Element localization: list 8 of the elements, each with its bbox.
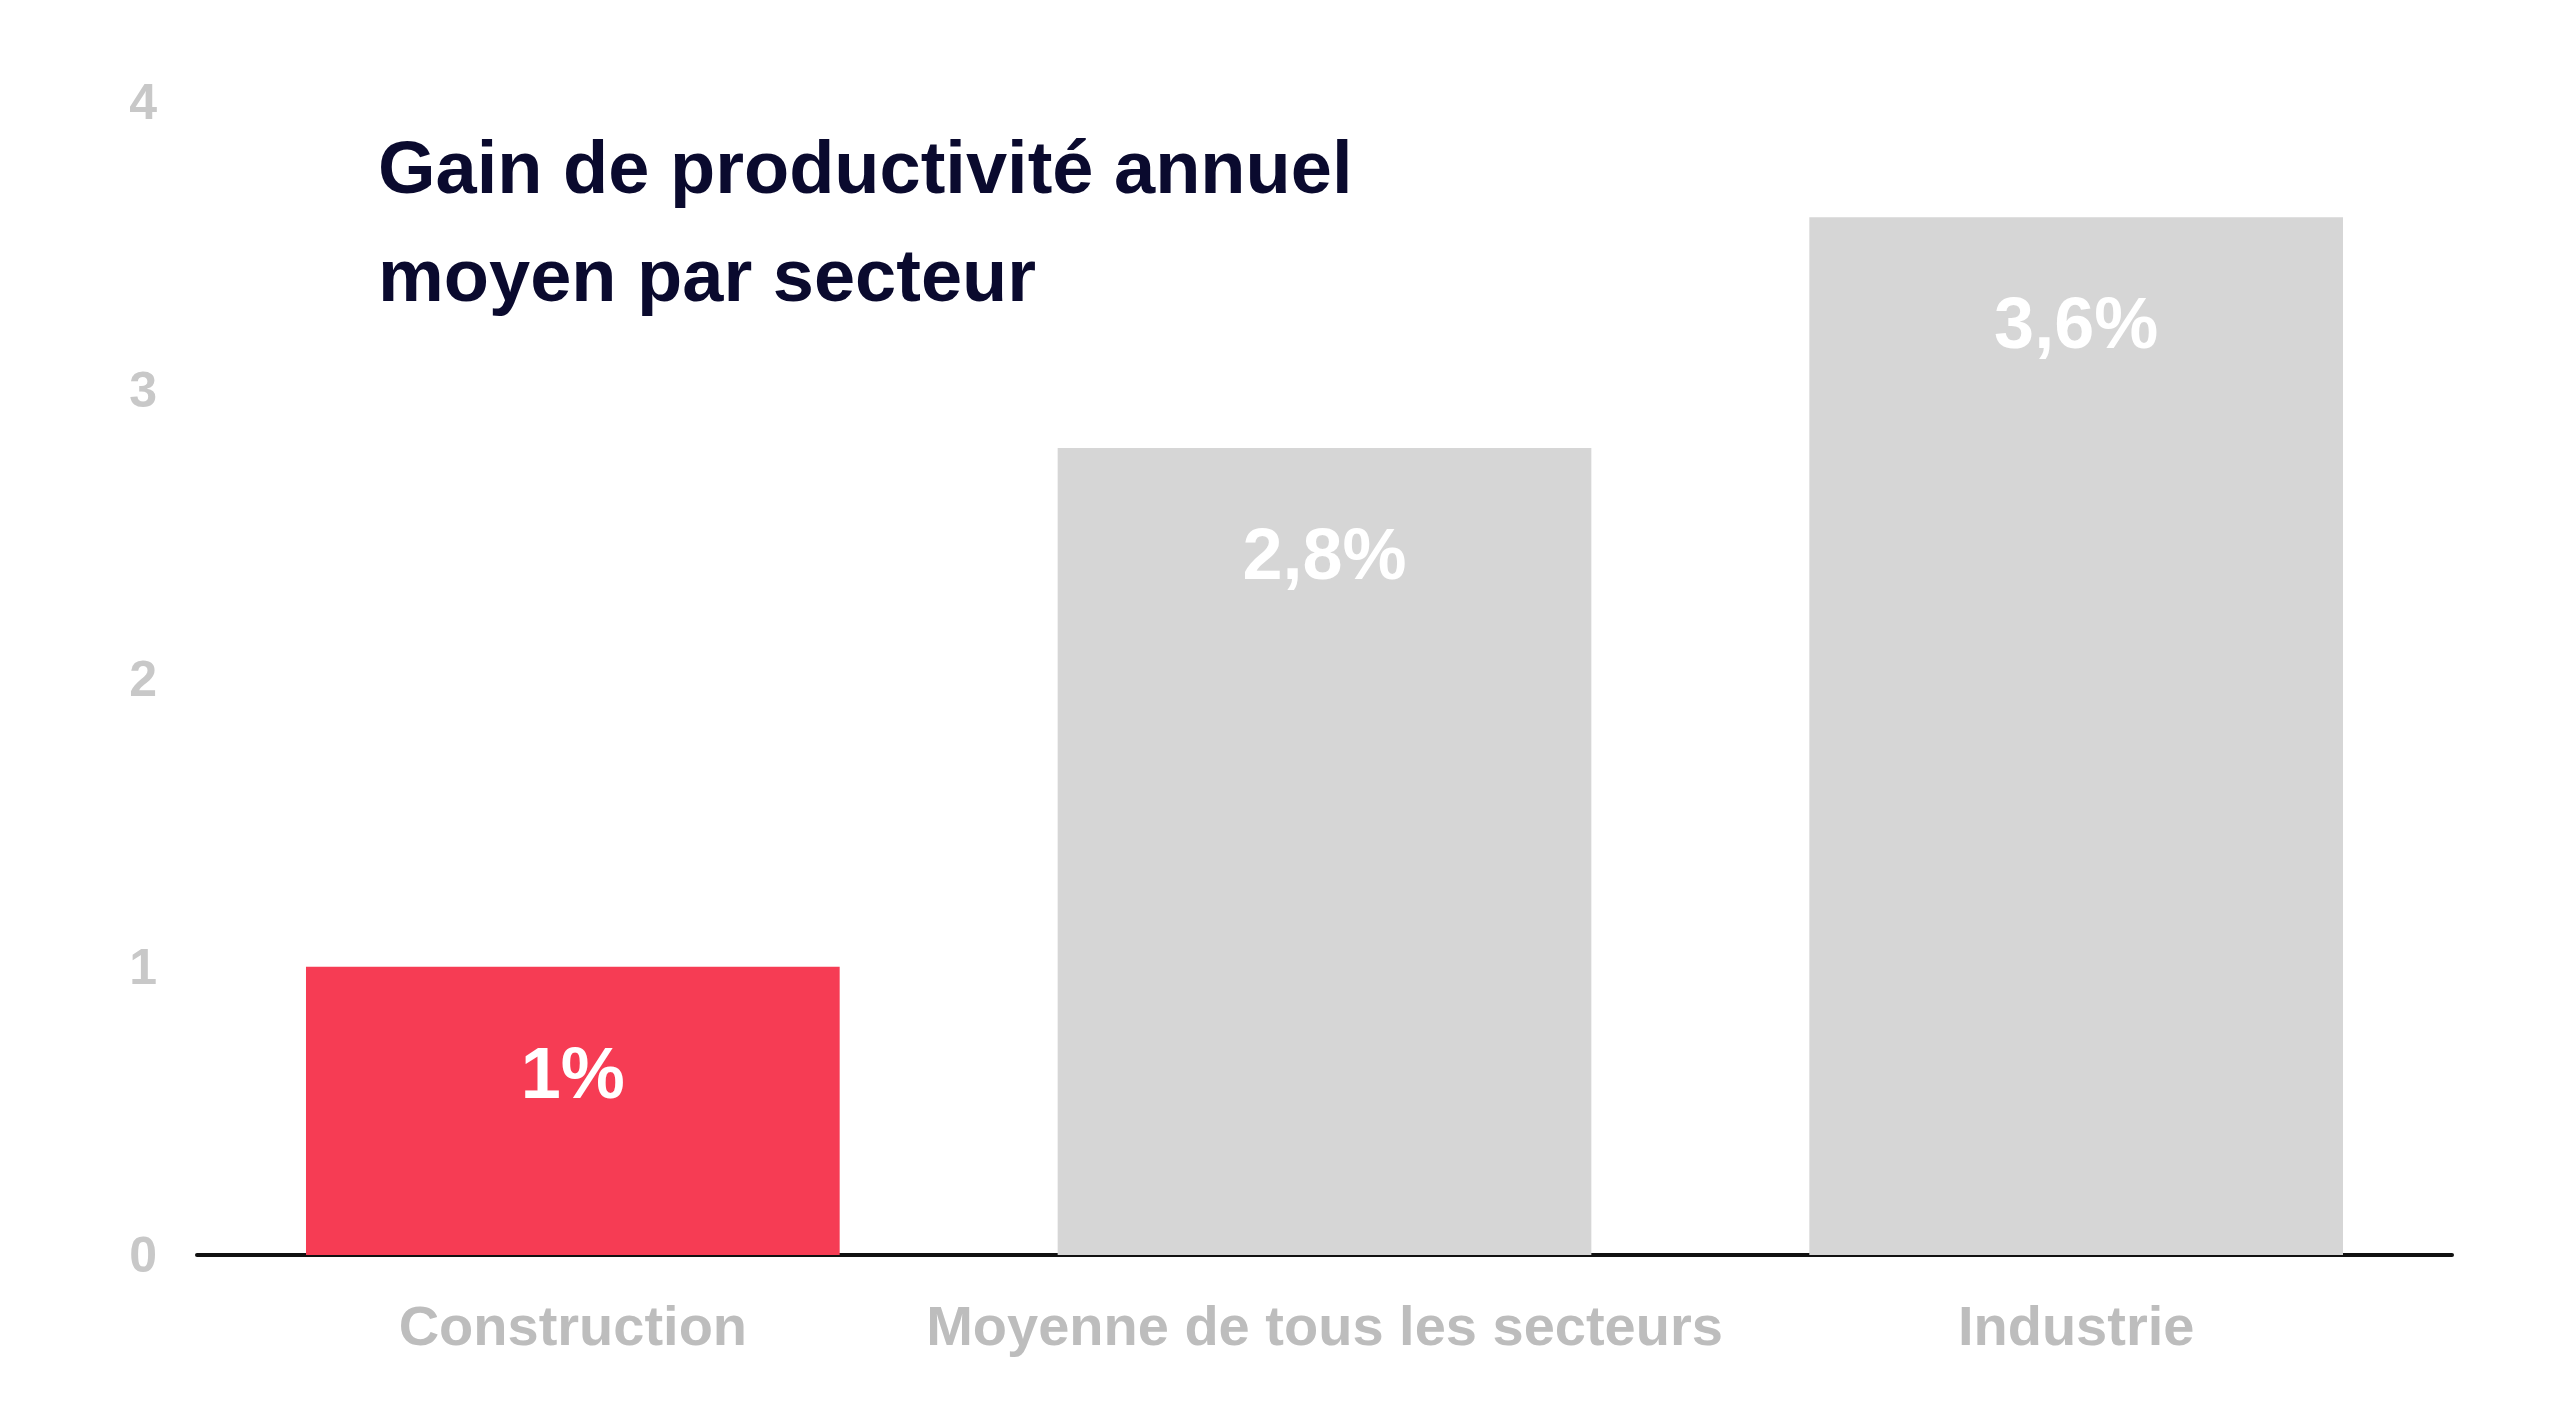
bar — [1057, 447, 1592, 1255]
bar — [305, 966, 840, 1255]
text: Gain de productivité annuel moyen par secteur — [378, 125, 1353, 317]
x-tick-label: Moyenne de tous les secteurs — [926, 1293, 1723, 1357]
x-tick-label: Construction — [398, 1293, 748, 1357]
bar — [1809, 217, 2344, 1255]
data-label: 1% — [520, 1032, 625, 1113]
x-tick-label: Industrie — [1957, 1293, 2195, 1357]
